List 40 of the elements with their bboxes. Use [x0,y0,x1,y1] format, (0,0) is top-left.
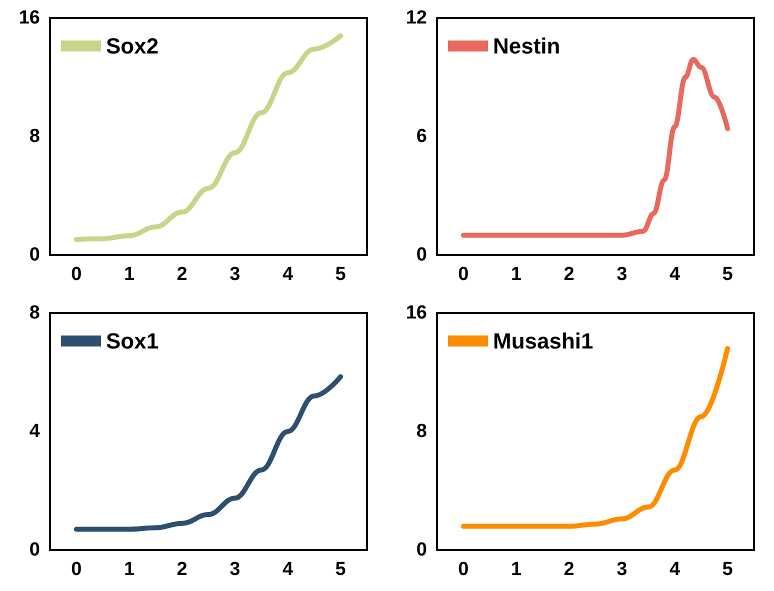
x-tick-label: 3 [616,559,628,580]
x-tick-label: 1 [124,264,135,285]
x-tick-label: 4 [669,559,680,580]
legend-label: Nestin [493,34,560,58]
y-tick-label: 0 [29,540,40,560]
x-tick-label: 2 [176,264,188,285]
x-tick-label: 1 [510,264,522,285]
y-tick-label: 0 [416,540,427,560]
x-tick-label: 0 [458,559,469,580]
y-tick-label: 16 [18,8,40,28]
x-tick-label: 2 [564,264,574,285]
x-tick-label: 5 [722,264,734,285]
x-tick-label: 3 [230,264,240,285]
x-tick-label: 4 [282,264,294,285]
y-tick-label: 0 [29,244,40,266]
y-tick-label: 8 [29,126,40,147]
x-tick-label: 2 [176,559,188,580]
x-tick-label: 0 [71,264,82,285]
legend-label: Musashi1 [493,328,594,354]
legend-label: Sox2 [106,34,159,58]
y-tick-label: 12 [406,8,427,28]
x-tick-label: 0 [71,559,82,580]
x-tick-label: 1 [510,559,522,580]
x-tick-label: 3 [616,264,628,285]
y-tick-label: 8 [416,421,427,442]
x-tick-label: 4 [282,559,294,580]
x-tick-label: 1 [124,559,135,580]
x-tick-label: 0 [458,264,469,285]
x-tick-label: 5 [722,559,734,580]
y-tick-label: 6 [416,126,427,147]
x-tick-label: 5 [335,264,346,285]
x-tick-label: 4 [669,264,680,285]
y-tick-label: 16 [406,302,427,324]
legend-label: Sox1 [106,328,159,354]
x-tick-label: 5 [335,559,346,580]
y-tick-label: 0 [416,244,427,266]
x-tick-label: 3 [230,559,240,580]
x-tick-label: 2 [564,559,574,580]
y-tick-label: 4 [29,421,40,442]
y-tick-label: 8 [29,302,40,324]
